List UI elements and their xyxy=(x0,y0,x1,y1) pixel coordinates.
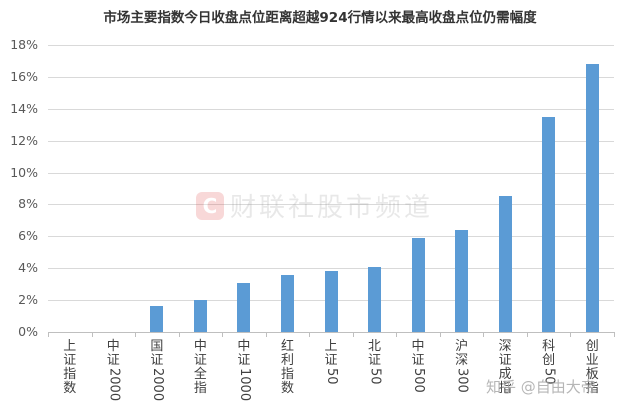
x-tick-mark xyxy=(570,332,572,337)
x-category-label: 上证指数 xyxy=(63,339,77,396)
y-tick-label: 16% xyxy=(10,68,38,84)
x-category-label: 中证 2000 xyxy=(106,339,122,402)
x-tick-mark xyxy=(526,332,528,337)
y-tick-label: 10% xyxy=(10,164,38,180)
x-tick-mark xyxy=(48,332,49,337)
x-category-label: 中证 1000 xyxy=(236,339,252,402)
gridline xyxy=(48,108,614,110)
x-category-label: 中证 500 xyxy=(411,339,427,393)
x-tick-mark xyxy=(222,332,224,337)
y-tick-label: 0% xyxy=(18,324,38,339)
y-tick-label: 18% xyxy=(10,37,38,52)
y-tick-label: 6% xyxy=(18,228,38,244)
x-tick-mark xyxy=(178,332,180,337)
x-category-label: 科创 50 xyxy=(541,339,557,385)
y-tick-label: 12% xyxy=(10,132,38,148)
y-tick-label: 4% xyxy=(18,260,38,276)
x-category-label: 上证 50 xyxy=(324,339,339,385)
bar xyxy=(455,229,469,332)
x-tick-mark xyxy=(483,332,485,337)
bar xyxy=(237,282,251,332)
bar xyxy=(542,116,556,332)
x-tick-mark xyxy=(265,332,267,337)
y-tick-label: 14% xyxy=(10,100,38,116)
bar xyxy=(498,196,512,332)
x-tick-mark xyxy=(309,332,311,337)
watermark-text: 财联社股市频道 xyxy=(230,193,434,223)
bar xyxy=(368,266,382,332)
x-category-label: 创业板指 xyxy=(585,339,599,396)
y-tick-label: 2% xyxy=(18,292,38,308)
x-tick-mark xyxy=(135,332,137,337)
x-tick-mark xyxy=(91,332,93,337)
bar xyxy=(411,237,425,332)
bar xyxy=(280,274,294,332)
x-tick-mark xyxy=(396,332,398,337)
bar xyxy=(193,300,207,332)
cls-logo-icon: C xyxy=(196,191,224,220)
x-tick-mark xyxy=(352,332,354,337)
gridline xyxy=(48,45,614,46)
x-category-label: 红利指数 xyxy=(280,339,294,396)
bar xyxy=(324,271,338,332)
x-category-label: 国证 2000 xyxy=(149,339,165,402)
y-tick-label: 8% xyxy=(18,196,38,212)
gridline xyxy=(48,204,614,206)
bar xyxy=(150,306,164,332)
x-tick-mark xyxy=(439,332,441,337)
gridline xyxy=(48,172,614,174)
watermark: C 财联社股市频道 xyxy=(196,187,433,224)
chart-title: 市场主要指数今日收盘点位距离超越924行情以来最高收盘点位仍需幅度 xyxy=(103,10,537,26)
bar xyxy=(585,64,599,332)
x-tick-mark xyxy=(614,332,615,337)
gridline xyxy=(48,76,614,78)
gridline xyxy=(48,140,614,142)
x-axis-line xyxy=(48,332,614,333)
x-category-label: 中证全指 xyxy=(193,339,207,396)
credit-text: 知乎 @自由大帝 xyxy=(486,378,596,396)
gridline xyxy=(48,236,614,238)
x-category-label: 北证 50 xyxy=(367,339,383,385)
x-category-label: 沪深 300 xyxy=(454,339,470,393)
x-category-label: 深证成指 xyxy=(498,339,512,396)
gridline xyxy=(48,268,614,270)
